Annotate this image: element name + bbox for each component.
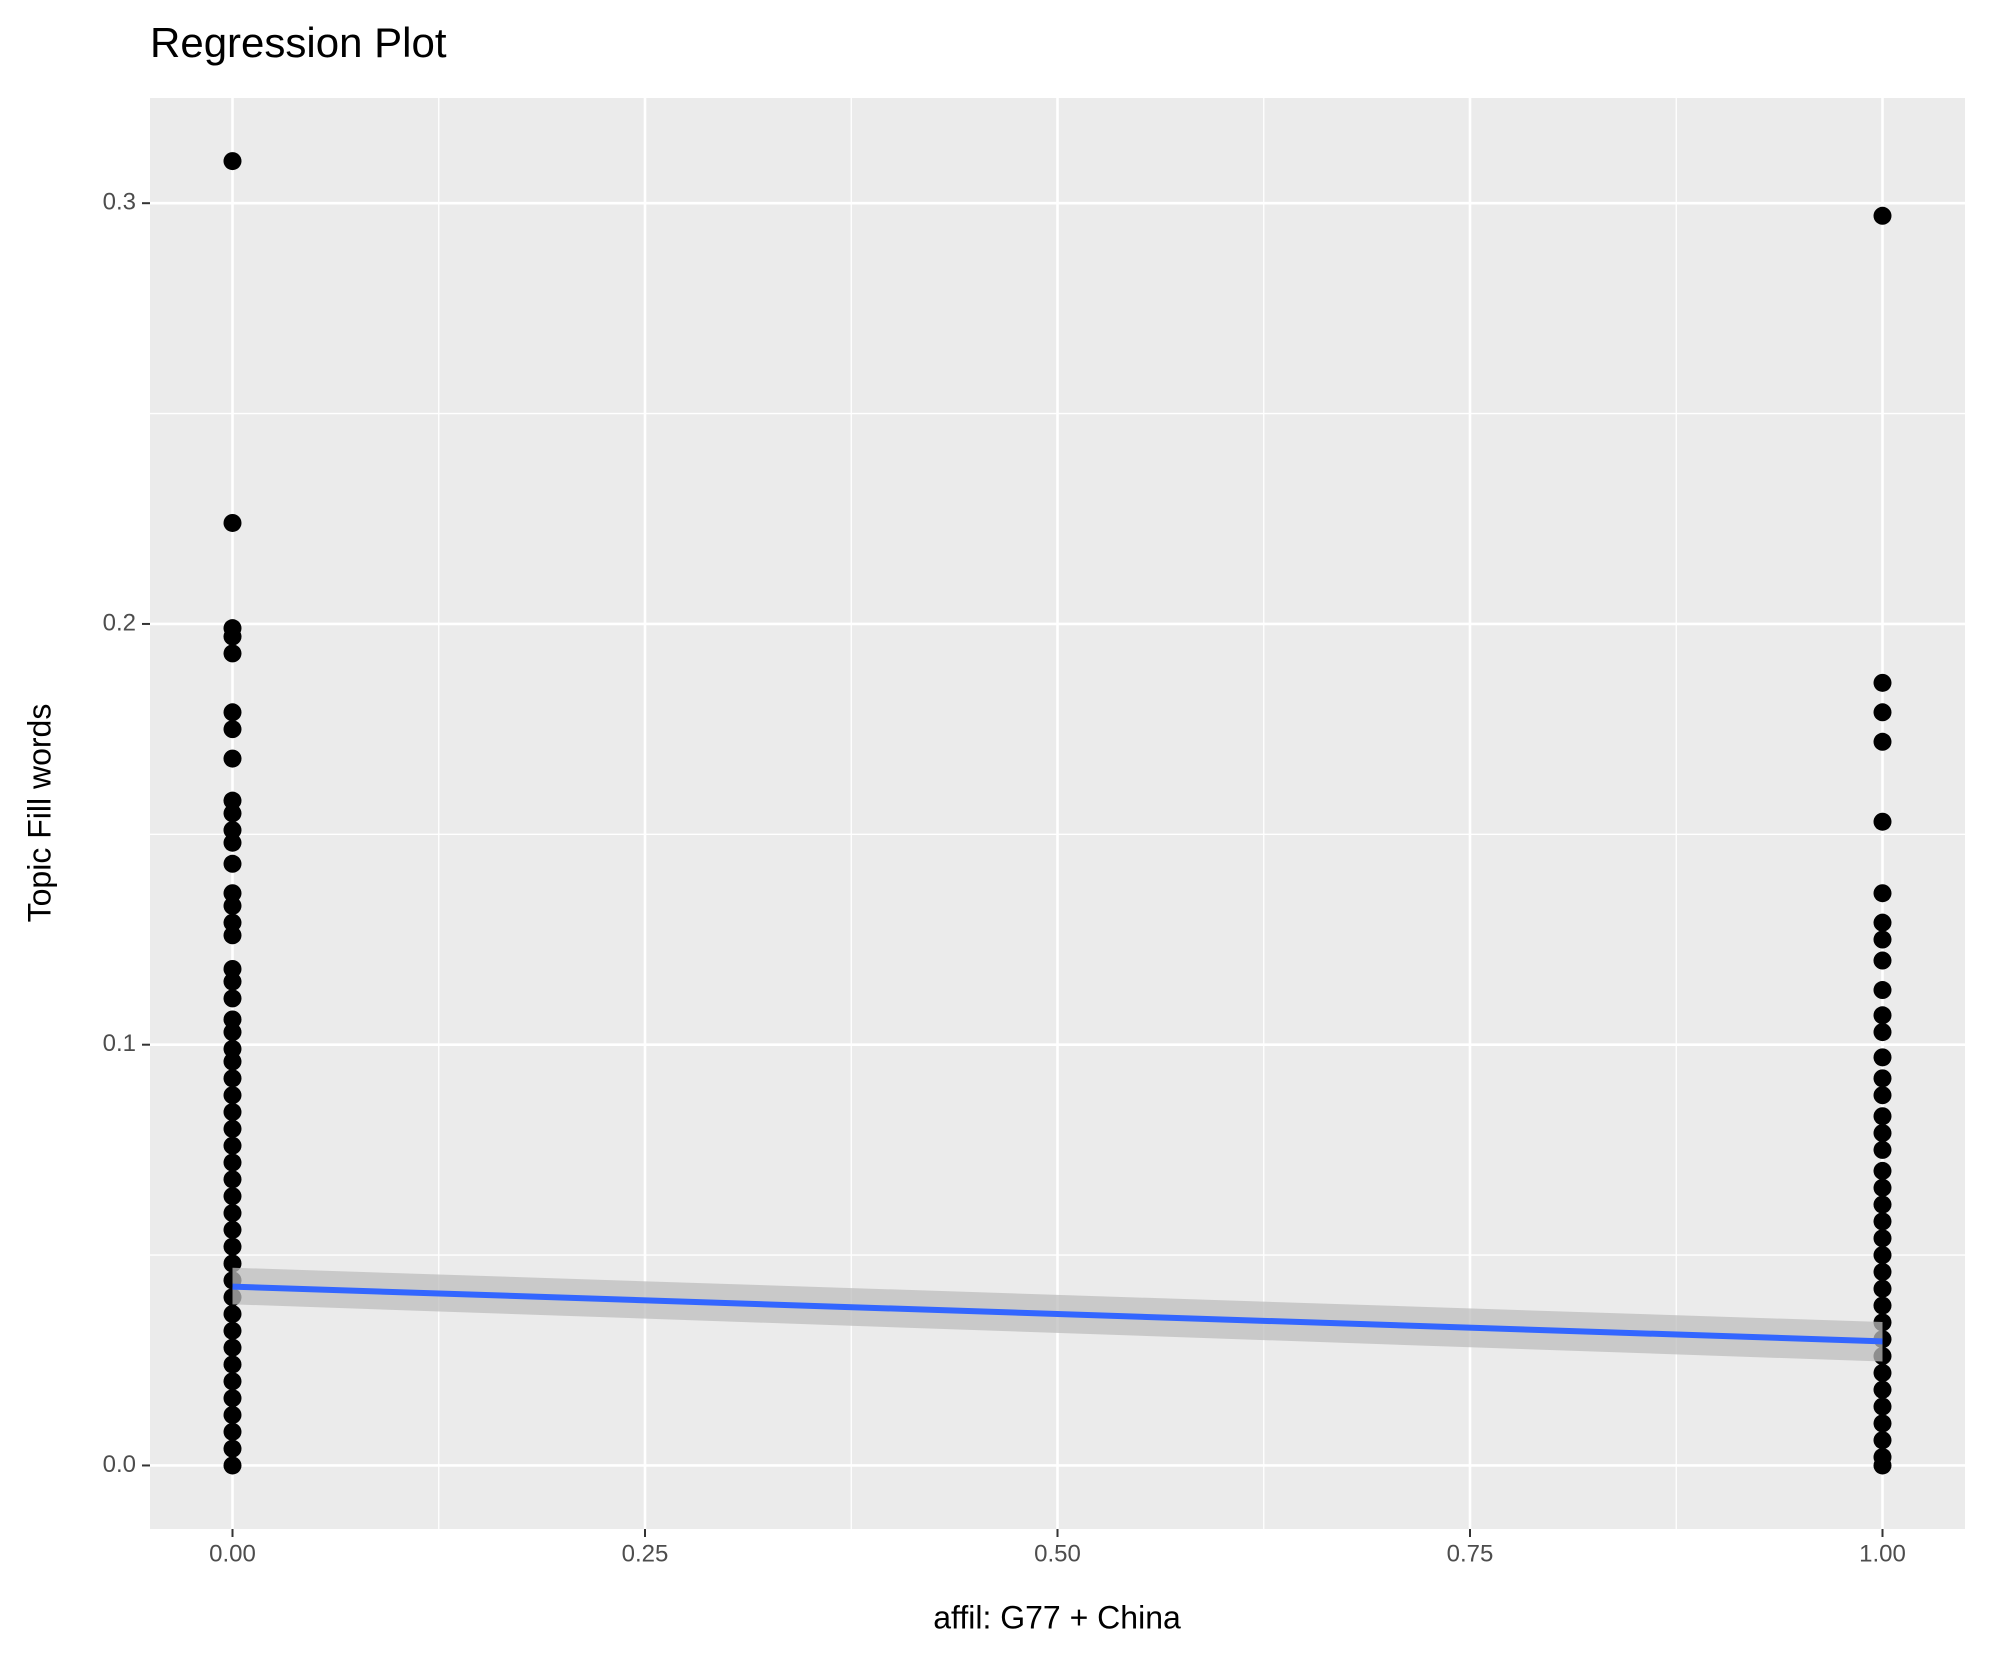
- point: [223, 152, 242, 171]
- point: [223, 703, 242, 722]
- regression-line: [232, 1283, 1883, 1345]
- point: [1873, 1124, 1892, 1143]
- point: [1873, 1212, 1892, 1231]
- point: [223, 1119, 242, 1138]
- point: [1873, 1178, 1892, 1197]
- point: [223, 749, 242, 768]
- point: [223, 1220, 242, 1239]
- point: [1873, 673, 1892, 692]
- point: [1873, 206, 1892, 225]
- point: [223, 896, 242, 915]
- point: [223, 644, 242, 663]
- point: [223, 1086, 242, 1105]
- point: [1873, 884, 1892, 903]
- point: [1873, 1397, 1892, 1416]
- point: [1873, 1069, 1892, 1088]
- point: [223, 1422, 242, 1441]
- point: [1873, 1414, 1892, 1433]
- point: [223, 1389, 242, 1408]
- point: [1873, 951, 1892, 970]
- point: [223, 1187, 242, 1206]
- point: [1873, 1140, 1892, 1159]
- point: [223, 1136, 242, 1155]
- point: [1873, 1048, 1892, 1067]
- point: [223, 1103, 242, 1122]
- point: [223, 972, 242, 991]
- point: [223, 1010, 242, 1029]
- point: [223, 1023, 242, 1042]
- y-axis-title: Topic Fill words: [21, 704, 57, 923]
- y-tick-label: 0.0: [103, 1451, 136, 1478]
- point: [223, 804, 242, 823]
- point: [1873, 1262, 1892, 1281]
- point: [223, 1237, 242, 1256]
- point: [1873, 703, 1892, 722]
- point: [223, 926, 242, 945]
- point: [1873, 1107, 1892, 1126]
- point: [223, 1052, 242, 1071]
- point: [1873, 913, 1892, 932]
- point: [223, 1372, 242, 1391]
- chart-title: Regression Plot: [150, 19, 447, 66]
- point: [223, 1204, 242, 1223]
- point: [223, 1321, 242, 1340]
- point: [1873, 1246, 1892, 1265]
- point: [1873, 1380, 1892, 1399]
- point: [1873, 1363, 1892, 1382]
- x-axis-title: affil: G77 + China: [933, 1599, 1181, 1635]
- point: [223, 1069, 242, 1088]
- point: [1873, 1296, 1892, 1315]
- point: [1873, 1279, 1892, 1298]
- y-tick-label: 0.3: [103, 189, 136, 216]
- point: [223, 627, 242, 646]
- point: [223, 720, 242, 739]
- point: [223, 1405, 242, 1424]
- y-tick-label: 0.1: [103, 1030, 136, 1057]
- point: [1873, 812, 1892, 831]
- point: [223, 854, 242, 873]
- point: [223, 913, 242, 932]
- point: [1873, 1456, 1892, 1475]
- point: [1873, 930, 1892, 949]
- point: [1873, 1431, 1892, 1450]
- point: [223, 1456, 242, 1475]
- point: [223, 1170, 242, 1189]
- point: [223, 833, 242, 852]
- point: [223, 1039, 242, 1058]
- point: [1873, 1195, 1892, 1214]
- point: [223, 1355, 242, 1374]
- y-tick-label: 0.2: [103, 609, 136, 636]
- point: [1873, 1161, 1892, 1180]
- point: [223, 513, 242, 532]
- x-tick-label: 1.00: [1859, 1540, 1906, 1567]
- point: [223, 959, 242, 978]
- point: [1873, 732, 1892, 751]
- point: [223, 791, 242, 810]
- point: [1873, 1023, 1892, 1042]
- point: [223, 821, 242, 840]
- x-tick-label: 0.50: [1034, 1540, 1081, 1567]
- point: [1873, 1086, 1892, 1105]
- x-tick-label: 0.00: [209, 1540, 256, 1567]
- x-tick-label: 0.75: [1447, 1540, 1494, 1567]
- point: [1873, 1006, 1892, 1025]
- point: [223, 1304, 242, 1323]
- x-tick-label: 0.25: [622, 1540, 669, 1567]
- point: [223, 1153, 242, 1172]
- point: [1873, 1229, 1892, 1248]
- point: [223, 989, 242, 1008]
- point: [223, 1338, 242, 1357]
- point: [223, 1439, 242, 1458]
- point: [223, 884, 242, 903]
- point: [1873, 981, 1892, 1000]
